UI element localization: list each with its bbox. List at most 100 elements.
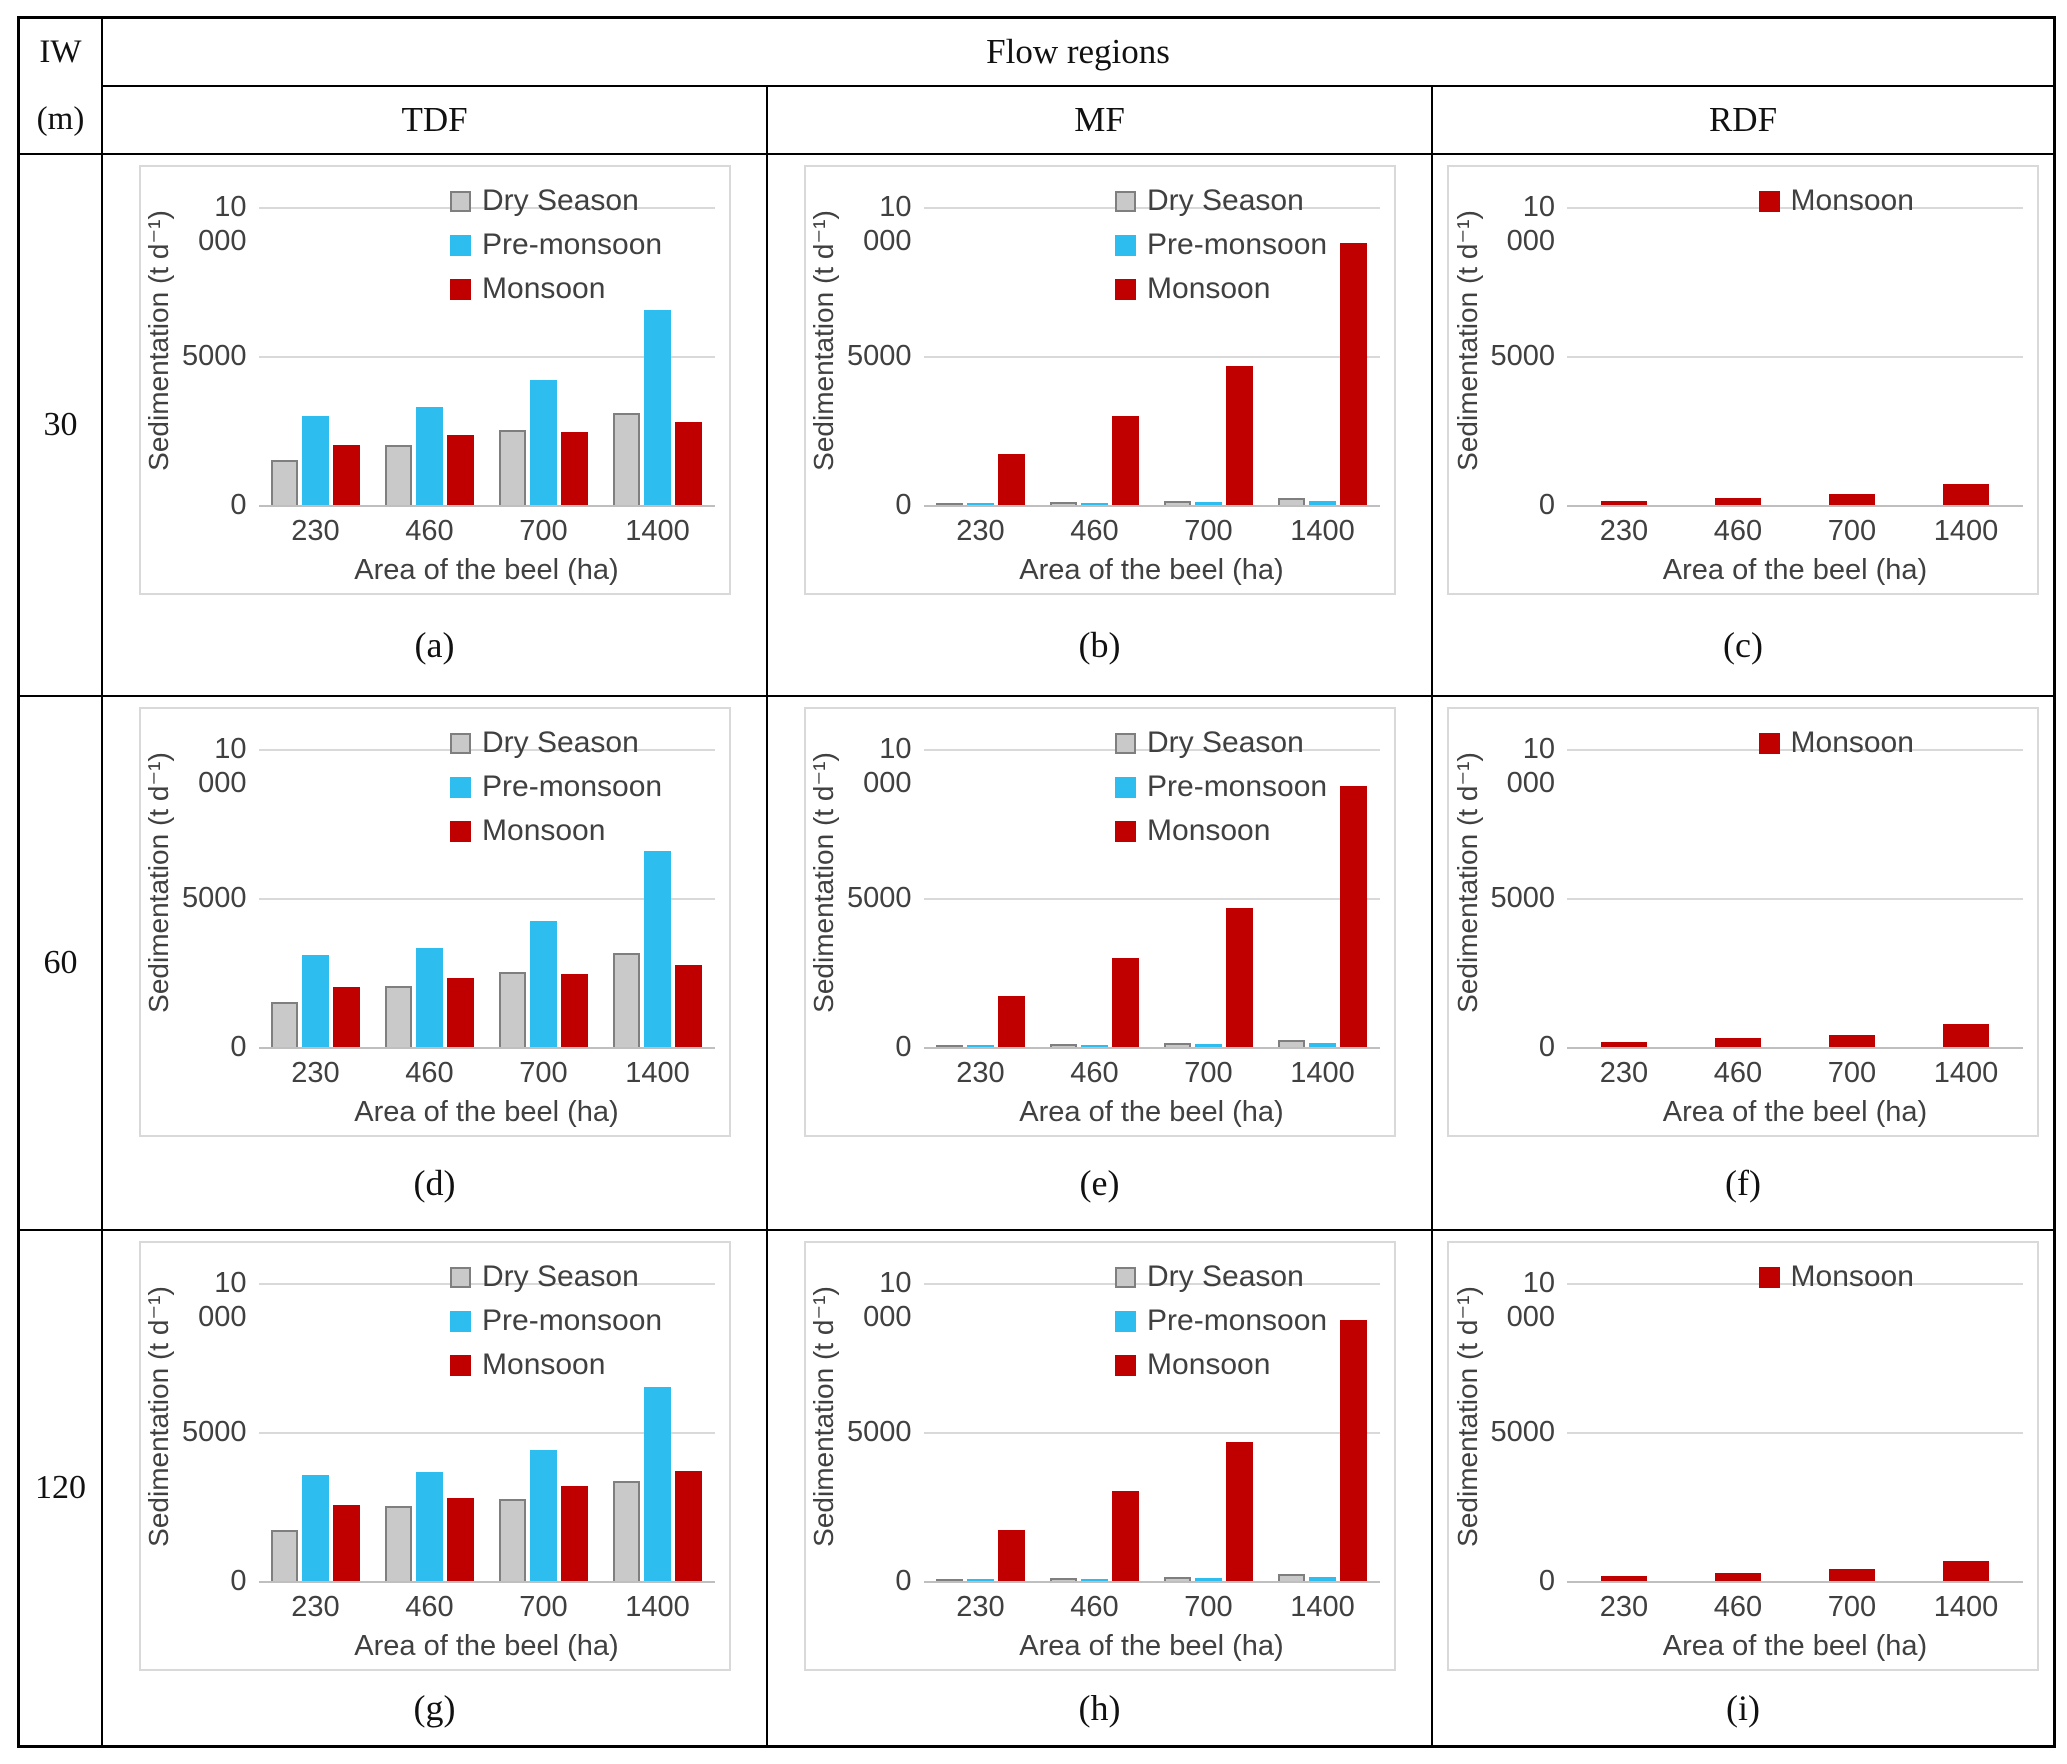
bar-group-700 [1795,175,1909,505]
gridline-10000 [923,749,1380,751]
gridline-10000 [1567,749,2023,751]
bar-monsoon [998,454,1025,505]
x-tick-label: 700 [1827,1057,1877,1089]
bar-monsoon [447,435,474,505]
gridline-10000 [258,1283,715,1285]
bar-pre-monsoon [967,503,994,505]
bar-monsoon [1226,1442,1253,1581]
legend-item-pre: Pre-monsoon [450,1299,662,1343]
bar-pre-monsoon [416,407,443,505]
gridline-10000 [258,207,715,209]
x-tick-labels: 230 460 700 1400 [259,515,715,548]
x-tick-labels: 230 460 700 1400 [1567,1591,2023,1624]
x-tick-label: 230 [956,1057,1005,1089]
bar-pre-monsoon [530,921,557,1047]
bar-dry-season [1164,501,1191,505]
bar-group-460 [1038,717,1152,1047]
x-tick-label: 700 [1184,1057,1233,1089]
y-tick-label: 0 [895,1031,912,1063]
x-tick-label: 230 [1599,515,1649,547]
legend-label: Dry Season [1147,1260,1304,1293]
bar-group-230 [924,175,1038,505]
legend-item-mon: Monsoon [450,1343,662,1387]
gridline-5000 [258,898,715,900]
x-tick-label: 700 [1184,515,1233,547]
bar-group-700 [487,175,601,505]
x-tick-label: 700 [519,1057,568,1089]
y-tick-label: 5000 [181,882,247,914]
legend-item-dry: Dry Season [450,1255,662,1299]
bar-pre-monsoon [644,851,671,1047]
chart-caption-f: (f) [1725,1163,1761,1203]
bar-group-230 [924,1251,1038,1581]
gridline-5000 [258,1432,715,1434]
bar-dry-season [1050,1044,1077,1047]
legend-swatch-pre [450,234,472,256]
gridline-10000 [1567,207,2023,209]
chart-b: Sedimentation (t d⁻¹) 10 000 5000 0 Dry Seas… [803,165,1396,595]
legend: Dry Season Pre-monsoon Monsoon [450,1255,662,1387]
col-header-mf: MF [768,87,1433,155]
y-tick-label: 5000 [181,340,247,372]
gridline-5000 [1567,1432,2023,1434]
chart-caption-d: (d) [413,1163,456,1203]
x-tick-labels: 230 460 700 1400 [1567,515,2023,548]
plot-area: Dry Season Pre-monsoon Monsoon [923,717,1380,1049]
y-tick-label: 5000 [1490,1416,1555,1448]
legend-swatch-pre [450,776,472,798]
bar-group-1400 [1909,717,2023,1047]
chart-caption-b: (b) [1078,625,1121,665]
legend-swatch-dry [1115,1266,1137,1288]
gridline-10000 [923,1283,1380,1285]
y-tick-label: 0 [895,1565,912,1597]
x-tick-labels: 230 460 700 1400 [1567,1057,2023,1090]
chart-d: Sedimentation (t d⁻¹) 10 000 5000 0 Dry Seas… [138,707,731,1137]
plot-area: Dry Season Pre-monsoon Monsoon [258,1251,715,1583]
bar-pre-monsoon [1081,1045,1108,1047]
bar-monsoon [1715,1573,1761,1581]
legend-item-mon: Monsoon [1758,179,1914,223]
bar-pre-monsoon [302,1475,329,1581]
x-tick-label: 230 [956,515,1005,547]
plot-area: Dry Season Pre-monsoon Monsoon [923,175,1380,507]
legend: Monsoon [1758,1255,1914,1299]
bar-group-230 [259,175,373,505]
chart-cell-e: Sedimentation (t d⁻¹) 10 000 5000 0 Dry Seas… [768,697,1433,1231]
bar-monsoon [1226,908,1253,1047]
bar-monsoon [675,422,702,505]
legend-label: Monsoon [1147,272,1271,305]
bar-monsoon [333,1505,360,1581]
bar-pre-monsoon [530,380,557,505]
col-header-tdf: TDF [103,87,768,155]
bar-group-230 [259,717,373,1047]
bar-groups [924,1251,1380,1581]
bar-dry-season [613,1481,640,1581]
plot-area: Dry Season Pre-monsoon Monsoon [923,1251,1380,1583]
bar-monsoon [675,965,702,1047]
bar-groups [259,1251,715,1581]
bar-pre-monsoon [644,310,671,505]
legend-swatch-mon [1758,1266,1780,1288]
legend-item-dry: Dry Season [450,179,662,223]
y-tick-label: 5000 [1490,340,1555,372]
legend-label: Dry Season [482,726,639,759]
x-axis-title: Area of the beel (ha) [1019,554,1284,586]
bar-groups [259,175,715,505]
legend-label: Pre-monsoon [1147,770,1328,803]
x-tick-label: 460 [1713,1057,1763,1089]
bar-groups [924,717,1380,1047]
bar-monsoon [561,1486,588,1581]
bar-group-1400 [1266,175,1380,505]
legend-swatch-mon [1758,190,1780,212]
bar-group-700 [1795,1251,1909,1581]
bar-monsoon [1943,1024,1989,1047]
legend-label: Pre-monsoon [482,228,663,261]
y-tick-label: 0 [230,489,247,521]
legend-label: Monsoon [1790,184,1914,217]
bar-group-1400 [601,175,715,505]
bar-dry-season [271,1002,298,1047]
bar-group-700 [1152,717,1266,1047]
x-tick-label: 230 [1599,1057,1649,1089]
bar-pre-monsoon [1081,503,1108,505]
x-tick-label: 700 [519,515,568,547]
